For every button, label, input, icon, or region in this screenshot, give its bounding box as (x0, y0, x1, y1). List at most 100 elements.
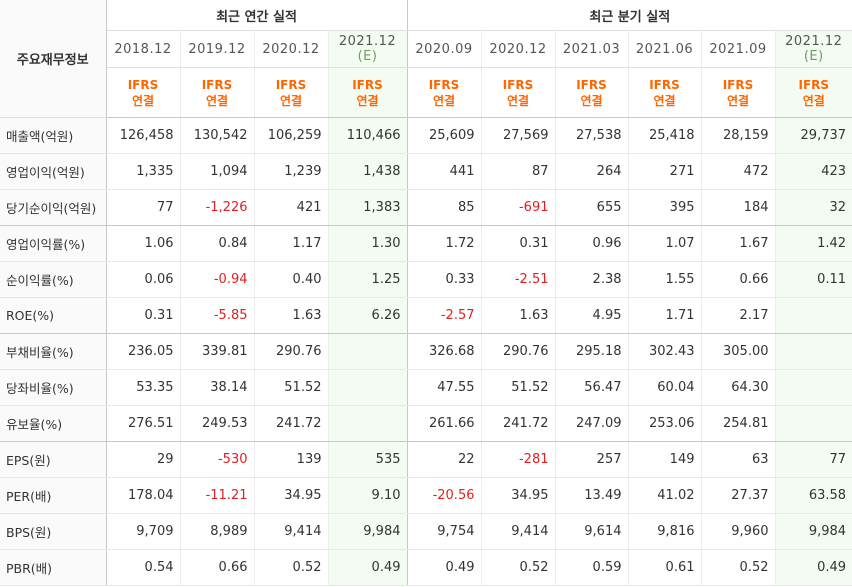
row-label: BPS(원) (0, 513, 107, 550)
accounting-standard-header: IFRS 연결 (327, 67, 407, 118)
table-cell: 13.49 (554, 477, 628, 514)
table-cell: 326.68 (406, 333, 481, 370)
row-label: ROE(%) (0, 297, 107, 334)
table-cell: 1.17 (253, 225, 328, 262)
period-year: 2021.06 (635, 41, 694, 57)
table-cell (774, 333, 852, 370)
table-cell: 1.42 (774, 225, 852, 262)
table-cell: 2.17 (700, 297, 775, 334)
table-row: 영업이익(억원) 1,335 1,094 1,239 1,438 441 87 264 271 4… (0, 153, 852, 190)
table-cell: 655 (554, 189, 628, 226)
row-label: 순이익률(%) (0, 261, 107, 298)
period-year: 2021.12 (785, 34, 843, 49)
table-cell (774, 297, 852, 334)
table-cell: 34.95 (480, 477, 555, 514)
table-cell: 4.95 (554, 297, 628, 334)
period-year: 2020.12 (262, 41, 320, 57)
period-year: 2021.09 (709, 41, 767, 57)
table-cell (327, 369, 407, 406)
table-cell: 253.06 (627, 405, 701, 442)
table-cell: 1.30 (327, 225, 407, 262)
table-cell (774, 369, 852, 406)
consolidated-label: 연결 (506, 93, 530, 108)
table-cell: 27,538 (554, 117, 628, 154)
table-cell: 28,159 (700, 117, 775, 154)
table-cell: 441 (406, 153, 481, 190)
period-year: 2018.12 (114, 41, 172, 57)
period-header: 2020.12 (253, 30, 328, 68)
table-cell: 22 (406, 441, 481, 478)
table-cell: 421 (253, 189, 328, 226)
table-cell: 254.81 (700, 405, 775, 442)
table-cell: 2.38 (554, 261, 628, 298)
table-cell: 110,466 (327, 117, 407, 154)
table-cell: 126,458 (106, 117, 180, 154)
consolidated-label: 연결 (802, 93, 825, 108)
table-cell: 60.04 (627, 369, 701, 406)
table-cell: 56.47 (554, 369, 628, 406)
table-cell: 271 (627, 153, 701, 190)
table-cell: 34.95 (253, 477, 328, 514)
table-cell: 236.05 (106, 333, 180, 370)
table-cell: -2.57 (406, 297, 481, 334)
table-cell: 0.11 (774, 261, 852, 298)
table-cell: -1,226 (179, 189, 254, 226)
table-cell: -530 (179, 441, 254, 478)
ifrs-label: IFRS (798, 77, 830, 92)
consolidated-label: 연결 (205, 93, 229, 108)
consolidated-label: 연결 (726, 93, 750, 108)
table-cell: 0.59 (554, 549, 628, 586)
period-header: 2021.03 (554, 30, 628, 68)
period-header: 2021.12 (E) (774, 30, 852, 68)
ifrs-label: IFRS (127, 77, 159, 92)
period-header: 2020.12 (480, 30, 555, 68)
ifrs-label: IFRS (428, 77, 460, 92)
table-cell: 0.66 (700, 261, 775, 298)
period-year: 2020.09 (415, 41, 473, 57)
estimate-mark: (E) (357, 49, 378, 64)
row-label: 영업이익(억원) (0, 153, 107, 190)
table-cell: 1.07 (627, 225, 701, 262)
table-cell: 1.63 (253, 297, 328, 334)
period-header: 2018.12 (106, 30, 180, 68)
accounting-standard-header: IFRS 연결 (554, 67, 628, 118)
table-cell: 63 (700, 441, 775, 478)
table-cell: 85 (406, 189, 481, 226)
table-cell: 106,259 (253, 117, 328, 154)
table-cell: 130,542 (179, 117, 254, 154)
table-cell: 0.33 (406, 261, 481, 298)
period-year: 2019.12 (188, 41, 246, 57)
table-cell: 32 (774, 189, 852, 226)
table-cell: 1,335 (106, 153, 180, 190)
table-cell: 9,984 (327, 513, 407, 550)
ifrs-label: IFRS (576, 77, 607, 92)
table-cell: 51.52 (480, 369, 555, 406)
table-cell: 9.10 (327, 477, 407, 514)
table-cell: -11.21 (179, 477, 254, 514)
table-cell: 0.49 (406, 549, 481, 586)
table-cell: 9,614 (554, 513, 628, 550)
table-cell: 53.35 (106, 369, 180, 406)
table-cell: 27,569 (480, 117, 555, 154)
quarter-section-title: 최근 분기 실적 (406, 0, 852, 31)
table-cell: 1.71 (627, 297, 701, 334)
table-cell: 63.58 (774, 477, 852, 514)
consolidated-label: 연결 (580, 93, 603, 108)
table-cell: 178.04 (106, 477, 180, 514)
accounting-standard-header: IFRS 연결 (774, 67, 852, 118)
table-row: 당기순이익(억원) 77 -1,226 421 1,383 85 -691 655 395 184… (0, 189, 852, 226)
table-row: 유보율(%) 276.51 249.53 241.72 261.66 241.72 247.… (0, 405, 852, 442)
table-cell: 290.76 (480, 333, 555, 370)
table-cell: 51.52 (253, 369, 328, 406)
row-label: EPS(원) (0, 441, 107, 478)
label-column-header: 주요재무정보 (0, 0, 107, 118)
row-label: PER(배) (0, 477, 107, 514)
table-cell: 1.25 (327, 261, 407, 298)
period-year: 2021.03 (562, 41, 621, 57)
table-cell: 1.67 (700, 225, 775, 262)
table-cell: 77 (774, 441, 852, 478)
table-row: 당좌비율(%) 53.35 38.14 51.52 47.55 51.52 56.47 60.… (0, 369, 852, 406)
row-label: 부채비율(%) (0, 333, 107, 370)
consolidated-label: 연결 (279, 93, 303, 108)
row-label: PBR(배) (0, 549, 107, 586)
